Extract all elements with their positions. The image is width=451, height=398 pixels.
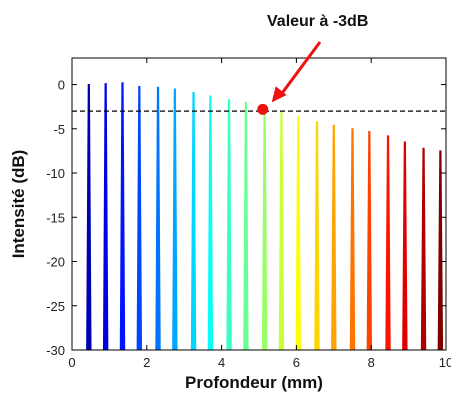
peaks-layer [86,82,444,351]
y-tick-label: -30 [46,343,65,358]
x-tick-label: 6 [293,355,300,370]
peak-13 [295,115,301,351]
x-tick-label: 4 [218,355,225,370]
peak-20 [420,147,427,351]
x-axis-title: Profondeur (mm) [185,373,323,392]
ticks-layer: 0 2 4 6 8 10 0 -5 -10 -15 -20 -25 -30 [46,58,451,370]
y-tick-label: -20 [46,255,65,270]
peak-19 [402,141,408,351]
x-tick-label: 0 [68,355,75,370]
peak-7 [190,92,197,351]
peak-1 [86,84,92,351]
peak-10 [243,101,249,351]
y-tick-label: -5 [53,122,65,137]
y-tick-label: -15 [46,210,65,225]
annotation-arrowhead [271,86,287,103]
x-tick-label: 10 [439,355,451,370]
x-tick-label: 8 [368,355,375,370]
peak-18 [385,135,391,351]
peak-6 [172,88,178,351]
peak-4 [136,85,143,351]
y-tick-label: 0 [58,78,65,93]
y-tick-label: -25 [46,299,65,314]
peak-14 [314,121,320,351]
peak-3 [119,82,126,351]
peak-5 [155,86,161,351]
peak-2 [102,83,109,351]
peak-17 [366,130,373,351]
annotation-marker [257,103,269,115]
peak-21 [437,150,444,351]
plot-frame [71,57,447,351]
peak-12 [278,111,285,351]
peak-8 [207,95,214,351]
y-tick-label: -10 [46,166,65,181]
peak-16 [349,128,356,351]
peak-15 [331,124,337,351]
peak-11 [261,106,268,351]
annotation-arrow [278,41,322,98]
annotation-label: Valeur à -3dB [267,13,368,30]
y-axis-title: Intensité (dB) [9,150,28,259]
peak-9 [226,99,232,351]
x-tick-label: 2 [143,355,150,370]
